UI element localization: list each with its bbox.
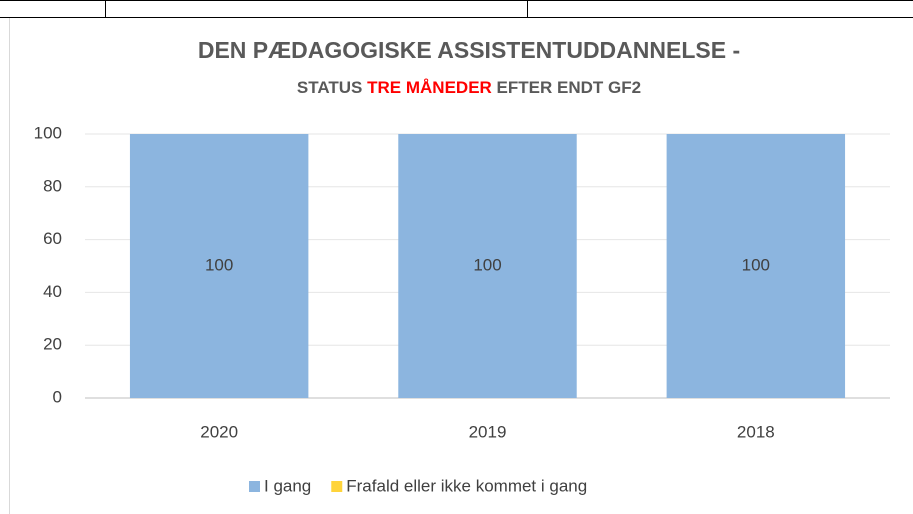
bar-segment	[129, 134, 309, 398]
x-tick-label: 2020	[200, 422, 238, 441]
x-tick-label: 2019	[469, 422, 507, 441]
data-label: 100	[742, 255, 770, 274]
legend-label: I gang	[264, 476, 311, 495]
subtitle-start: STATUS	[297, 78, 362, 97]
x-tick-label: 2018	[737, 422, 775, 441]
y-tick-label: 0	[53, 387, 62, 406]
table-strip	[0, 0, 913, 18]
chart-title: DEN PÆDAGOGISKE ASSISTENTUDDANNELSE -	[198, 37, 740, 63]
y-tick-label: 100	[34, 123, 62, 142]
bar-segment	[398, 134, 577, 398]
legend-label: Frafald eller ikke kommet i gang	[346, 476, 587, 495]
subtitle-end: EFTER ENDT GF2	[497, 78, 642, 97]
chart-subtitle: STATUS TRE MÅNEDER EFTER ENDT GF2	[297, 78, 641, 97]
bar-segment	[666, 134, 846, 398]
y-tick-label: 60	[43, 229, 62, 248]
data-label: 100	[473, 255, 501, 274]
y-tick-label: 20	[43, 335, 62, 354]
y-tick-label: 80	[43, 176, 62, 195]
legend-swatch	[249, 481, 260, 492]
legend-swatch	[331, 481, 343, 492]
y-tick-label: 40	[43, 282, 62, 301]
data-label: 100	[205, 255, 233, 274]
subtitle-highlight: TRE MÅNEDER	[367, 78, 492, 97]
